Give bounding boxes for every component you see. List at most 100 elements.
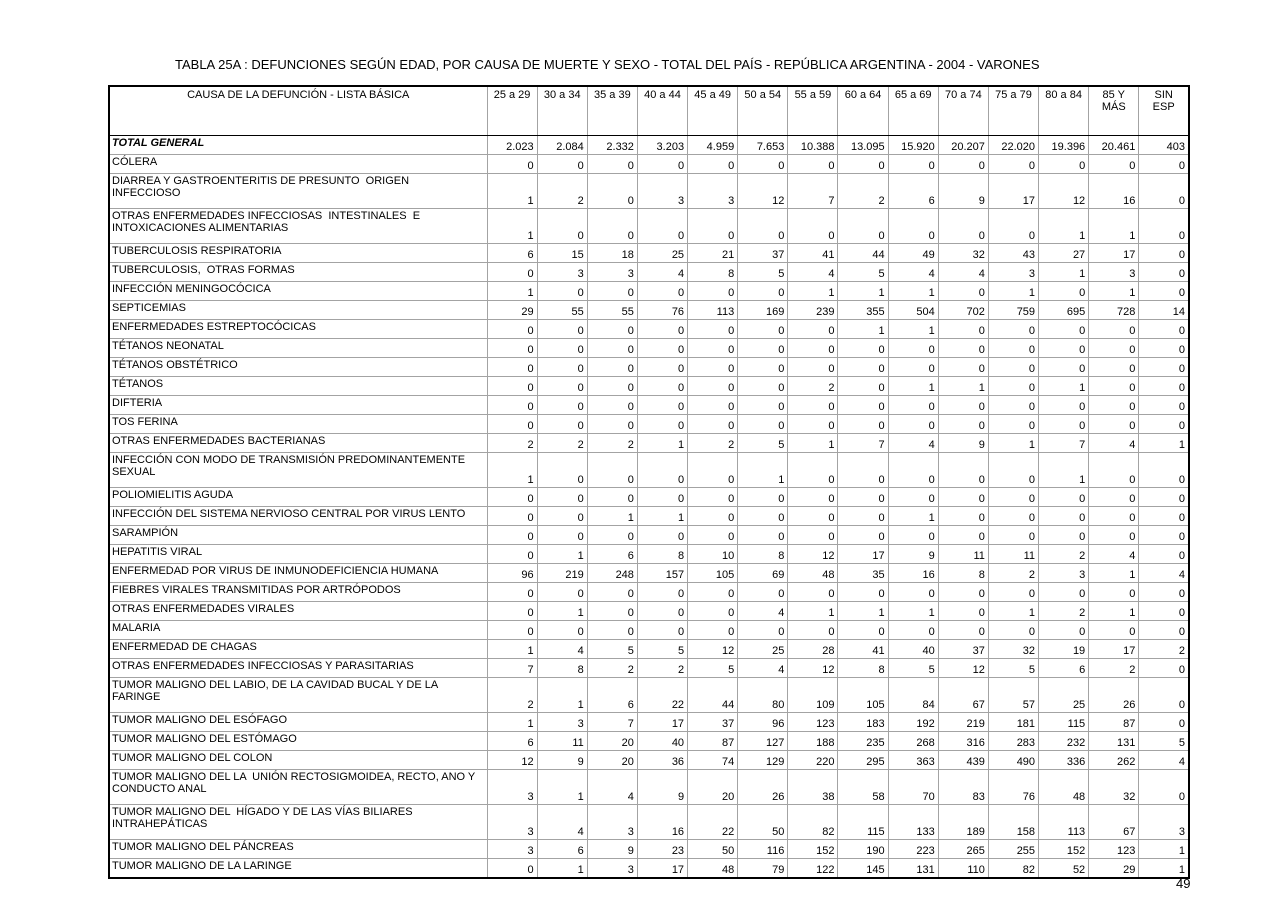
value-cell: 76 xyxy=(987,769,1040,805)
value-cell: 0 xyxy=(586,376,638,396)
value-cell: 9 xyxy=(536,750,588,770)
value-cell: 1 xyxy=(536,601,588,621)
value-cell: 0 xyxy=(787,357,839,377)
value-cell: 0 xyxy=(737,620,789,640)
value-cell: 3 xyxy=(486,804,538,840)
value-cell: 5 xyxy=(887,658,939,678)
value-cell: 0 xyxy=(737,208,789,244)
value-cell: 0 xyxy=(787,414,839,434)
value-cell: 0 xyxy=(787,452,839,488)
value-cell: 0 xyxy=(737,487,789,507)
value-cell: 0 xyxy=(1038,414,1090,434)
value-cell: 12 xyxy=(1038,173,1090,209)
value-cell: 4 xyxy=(1088,433,1140,453)
value-cell: 0 xyxy=(586,154,638,174)
value-cell: 105 xyxy=(837,677,889,713)
value-cell: 20.461 xyxy=(1088,135,1140,155)
value-cell: 0 xyxy=(636,414,689,434)
value-cell: 4 xyxy=(536,639,588,659)
value-cell: 67 xyxy=(937,677,989,713)
value-cell: 1 xyxy=(536,858,588,879)
value-cell: 283 xyxy=(987,731,1040,751)
value-cell: 0 xyxy=(486,262,538,282)
value-cell: 0 xyxy=(887,338,939,358)
value-cell: 0 xyxy=(987,395,1040,415)
value-cell: 22 xyxy=(687,804,739,840)
value-cell: 2 xyxy=(987,563,1040,583)
value-cell: 2 xyxy=(536,433,588,453)
value-cell: 5 xyxy=(1138,731,1190,751)
value-cell: 82 xyxy=(787,804,839,840)
value-cell: 2 xyxy=(586,658,638,678)
value-cell: 504 xyxy=(887,300,939,320)
value-cell: 189 xyxy=(937,804,989,840)
cause-label: SARAMPIÓN xyxy=(108,525,488,545)
value-cell: 0 xyxy=(787,620,839,640)
value-cell: 0 xyxy=(586,525,638,545)
table-row: TUMOR MALIGNO DEL HÍGADO Y DE LAS VÍAS B… xyxy=(108,804,1190,840)
value-cell: 1 xyxy=(837,601,889,621)
cause-label: TUMOR MALIGNO DEL COLON xyxy=(108,750,488,770)
value-cell: 0 xyxy=(1088,338,1140,358)
value-cell: 29 xyxy=(486,300,538,320)
value-cell: 1 xyxy=(1138,433,1190,453)
value-cell: 0 xyxy=(636,395,689,415)
value-cell: 18 xyxy=(586,243,638,263)
cause-label: OTRAS ENFERMEDADES INFECCIOSAS INTESTINA… xyxy=(108,208,488,244)
value-cell: 1 xyxy=(536,769,588,805)
value-cell: 0 xyxy=(1138,452,1190,488)
value-cell: 0 xyxy=(937,319,989,339)
value-cell: 0 xyxy=(1038,357,1090,377)
value-cell: 0 xyxy=(1138,414,1190,434)
value-cell: 0 xyxy=(887,582,939,602)
table-row: DIARREA Y GASTROENTERITIS DE PRESUNTO OR… xyxy=(108,173,1190,209)
value-cell: 2.084 xyxy=(536,135,588,155)
value-cell: 0 xyxy=(987,487,1040,507)
value-cell: 96 xyxy=(737,712,789,732)
value-cell: 3 xyxy=(586,804,638,840)
value-cell: 16 xyxy=(636,804,689,840)
value-cell: 0 xyxy=(987,357,1040,377)
value-cell: 0 xyxy=(486,414,538,434)
value-cell: 105 xyxy=(687,563,739,583)
age-column-header: 35 a 39 xyxy=(586,85,638,136)
value-cell: 1 xyxy=(486,639,538,659)
age-column-header: 80 a 84 xyxy=(1038,85,1090,136)
value-cell: 0 xyxy=(486,620,538,640)
value-cell: 0 xyxy=(937,281,989,301)
table-row: CÓLERA 0 0 0 0 0 0 0 0 0 0 0 0 0 0 xyxy=(108,154,1190,174)
value-cell: 9 xyxy=(887,544,939,564)
value-cell: 133 xyxy=(887,804,939,840)
age-column-header: 45 a 49 xyxy=(687,85,739,136)
value-cell: 0 xyxy=(687,357,739,377)
value-cell: 0 xyxy=(586,395,638,415)
table-row: INFECCIÓN CON MODO DE TRANSMISIÓN PREDOM… xyxy=(108,452,1190,488)
value-cell: 4 xyxy=(636,262,689,282)
value-cell: 2 xyxy=(837,173,889,209)
cause-label: FIEBRES VIRALES TRANSMITIDAS POR ARTRÓPO… xyxy=(108,582,488,602)
value-cell: 0 xyxy=(486,154,538,174)
table-row: TUMOR MALIGNO DE LA LARINGE 0 1 3 17 48 79 122 1… xyxy=(108,858,1190,879)
value-cell: 129 xyxy=(737,750,789,770)
value-cell: 0 xyxy=(787,487,839,507)
table-row: TUMOR MALIGNO DEL ESÓFAGO 1 3 7 17 37 96 123 183… xyxy=(108,712,1190,732)
value-cell: 0 xyxy=(486,525,538,545)
value-cell: 0 xyxy=(787,395,839,415)
value-cell: 0 xyxy=(586,319,638,339)
value-cell: 0 xyxy=(486,395,538,415)
value-cell: 0 xyxy=(486,506,538,526)
value-cell: 2 xyxy=(586,433,638,453)
value-cell: 25 xyxy=(636,243,689,263)
cause-label: INFECCIÓN CON MODO DE TRANSMISIÓN PREDOM… xyxy=(108,452,488,488)
value-cell: 0 xyxy=(787,582,839,602)
age-column-header: 25 a 29 xyxy=(486,85,538,136)
value-cell: 2 xyxy=(787,376,839,396)
value-cell: 0 xyxy=(1038,338,1090,358)
cause-label: TUMOR MALIGNO DEL PÁNCREAS xyxy=(108,839,488,859)
value-cell: 4 xyxy=(937,262,989,282)
value-cell: 295 xyxy=(837,750,889,770)
table-row: TOS FERINA 0 0 0 0 0 0 0 0 0 0 0 0 0 0 xyxy=(108,414,1190,434)
value-cell: 0 xyxy=(1138,154,1190,174)
value-cell: 8 xyxy=(687,262,739,282)
value-cell: 0 xyxy=(737,525,789,545)
